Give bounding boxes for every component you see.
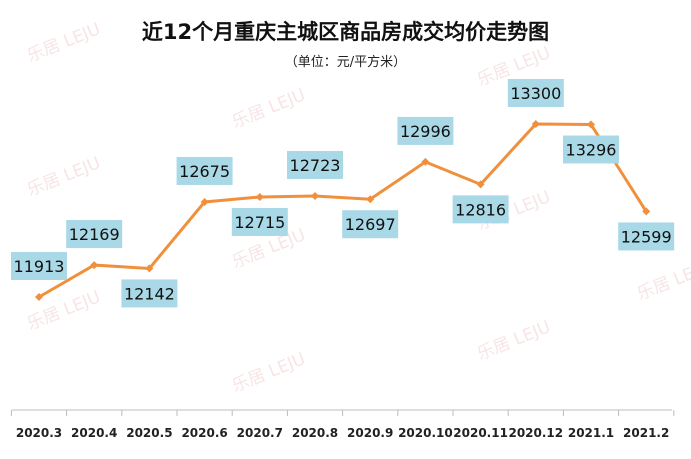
- data-label-box: [563, 135, 619, 164]
- data-label-box: [507, 79, 564, 107]
- data-label-text: 12675: [179, 162, 230, 181]
- x-tick-label: 2021.2: [623, 426, 669, 440]
- data-label-box: [452, 195, 509, 224]
- data-label: 13296: [563, 135, 619, 164]
- data-label-text: 12697: [345, 215, 396, 234]
- data-label: 12816: [452, 195, 509, 224]
- x-tick-label: 2020.6: [181, 426, 227, 440]
- x-tick-label: 2020.9: [347, 426, 393, 440]
- series-line: [38, 122, 648, 299]
- x-axis-labels: 2020.3 2020.4 2020.5 2020.6 2020.7 2020.8 2020…: [16, 426, 670, 440]
- x-tick-label: 2020.10: [398, 426, 453, 440]
- data-point: [311, 191, 319, 200]
- data-label-text: 12816: [455, 200, 506, 219]
- data-label: 12697: [342, 210, 399, 239]
- data-label: 12996: [397, 116, 454, 145]
- data-label: 11913: [11, 252, 67, 280]
- watermark-text: 乐居 LEJU: [634, 257, 691, 304]
- data-point: [255, 192, 264, 201]
- data-point: [476, 180, 485, 189]
- data-label: 12599: [618, 222, 675, 251]
- x-tick-label: 2020.5: [126, 426, 172, 440]
- x-tick-label: 2020.4: [71, 426, 117, 440]
- data-points: [35, 120, 651, 301]
- data-point: [366, 195, 375, 204]
- data-label-box: [287, 150, 343, 179]
- data-point: [531, 120, 540, 128]
- data-label-box: [176, 156, 233, 185]
- data-label-text: 13296: [566, 140, 617, 159]
- watermark-text: 乐居 LEJU: [229, 85, 308, 132]
- x-tick-label: 2020.7: [237, 426, 283, 440]
- x-tick-label: 2020.3: [16, 426, 62, 440]
- data-point: [587, 120, 595, 129]
- watermark-text: 乐居 LEJU: [474, 317, 553, 364]
- data-label-box: [231, 207, 288, 236]
- x-axis-ticks: [10, 410, 675, 416]
- data-point: [642, 207, 651, 216]
- data-label-text: 12599: [621, 227, 672, 246]
- data-label-text: 13300: [510, 84, 561, 103]
- data-label-box: [342, 210, 399, 239]
- data-label-text: 12723: [290, 156, 341, 175]
- x-tick-label: 2020.12: [508, 426, 563, 440]
- data-point: [200, 197, 209, 206]
- data-label-text: 12996: [400, 122, 451, 141]
- watermark-text: 乐居 LEJU: [24, 153, 103, 200]
- watermark-layer: 乐居 LEJU 乐居 LEJU 乐居 LEJU 乐居 LEJU 乐居 LEJU 乐居 LE…: [24, 19, 691, 396]
- data-label-text: 12715: [234, 213, 285, 232]
- data-label: 12169: [66, 220, 123, 249]
- data-label-box: [11, 252, 67, 280]
- data-label-box: [66, 220, 123, 249]
- data-point: [145, 264, 154, 273]
- data-label-text: 12142: [124, 284, 175, 303]
- x-tick-label: 2020.8: [292, 426, 338, 440]
- watermark-text: 乐居 LEJU: [229, 349, 308, 396]
- watermark-text: 乐居 LEJU: [24, 19, 103, 66]
- data-point: [35, 293, 43, 301]
- data-point: [421, 157, 430, 166]
- data-label-box: [397, 116, 454, 145]
- x-tick-label: 2021.1: [568, 426, 614, 440]
- chart-subtitle: （单位：元/平方米）: [284, 55, 407, 70]
- data-label: 12715: [231, 207, 288, 236]
- watermark-text: 乐居 LEJU: [24, 287, 103, 334]
- x-tick-label: 2020.11: [453, 426, 508, 440]
- data-label-text: 12169: [69, 225, 120, 244]
- data-label-text: 11913: [14, 257, 65, 276]
- data-label-box: [618, 222, 675, 251]
- data-label: 12142: [121, 279, 178, 308]
- data-point: [90, 261, 99, 270]
- data-label: 13300: [507, 79, 564, 107]
- chart-title: 近12个月重庆主城区商品房成交均价走势图: [141, 20, 550, 44]
- data-label-box: [121, 279, 178, 308]
- data-label: 12723: [287, 150, 343, 179]
- data-label: 12675: [176, 156, 233, 185]
